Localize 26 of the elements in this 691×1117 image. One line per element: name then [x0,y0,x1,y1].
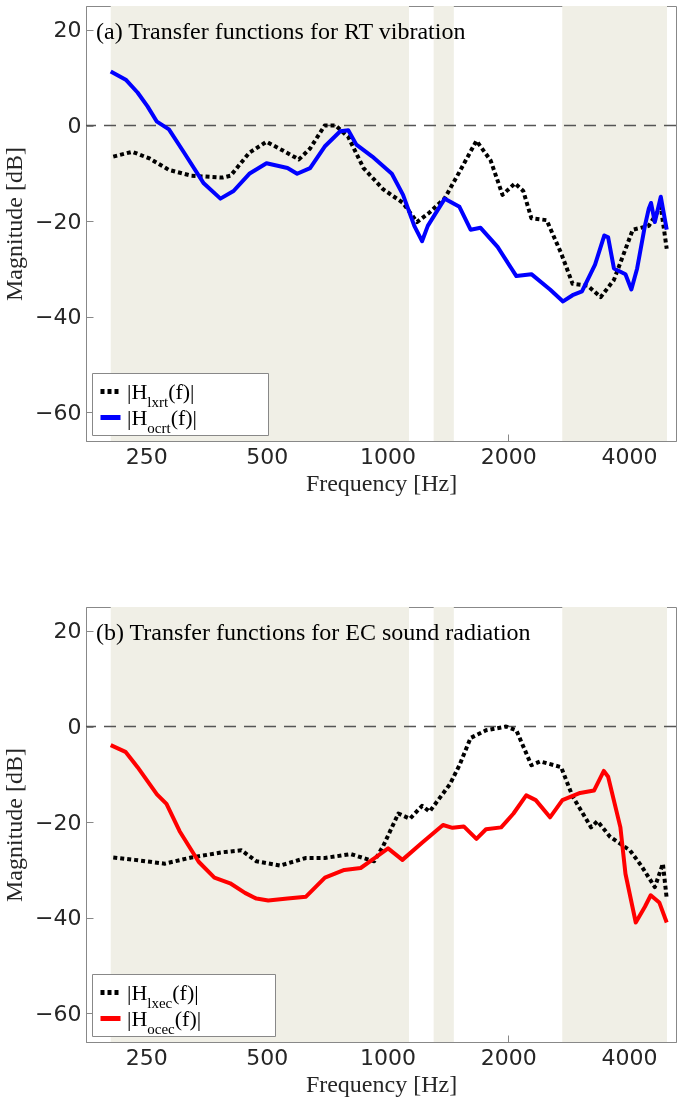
y-tick-label: 0 [67,714,82,740]
x-tick-label: 2000 [480,1044,537,1070]
y-tick-label: −60 [35,1000,82,1026]
x-tick-label: 2000 [480,443,537,469]
y-tick-label: 20 [53,618,82,644]
x-tick-label: 500 [246,443,289,469]
y-axis-title: Magnitude [dB] [1,147,28,301]
x-tick-label: 250 [125,443,168,469]
y-tick-label: 20 [53,17,82,43]
x-tick-label: 4000 [601,443,658,469]
x-tick-label: 500 [246,1044,289,1070]
x-tick-label: 1000 [360,443,417,469]
y-tick-label: −20 [35,809,82,835]
y-tick-label: −20 [35,208,82,234]
text: (b) Transfer functions for EC sound radiation [96,619,531,645]
x-tick-label: 4000 [601,1044,658,1070]
y-tick-label: −60 [35,399,82,425]
x-tick-label: 250 [125,1044,168,1070]
y-tick-label: −40 [35,905,82,931]
y-tick-label: −40 [35,304,82,330]
y-axis-title: Magnitude [dB] [1,748,28,902]
x-axis-title: Frequency [Hz] [305,469,458,496]
text: (a) Transfer functions for RT vibration [96,18,466,44]
y-tick-label: 0 [67,113,82,139]
x-tick-label: 1000 [360,1044,417,1070]
x-axis-title: Frequency [Hz] [305,1070,458,1097]
